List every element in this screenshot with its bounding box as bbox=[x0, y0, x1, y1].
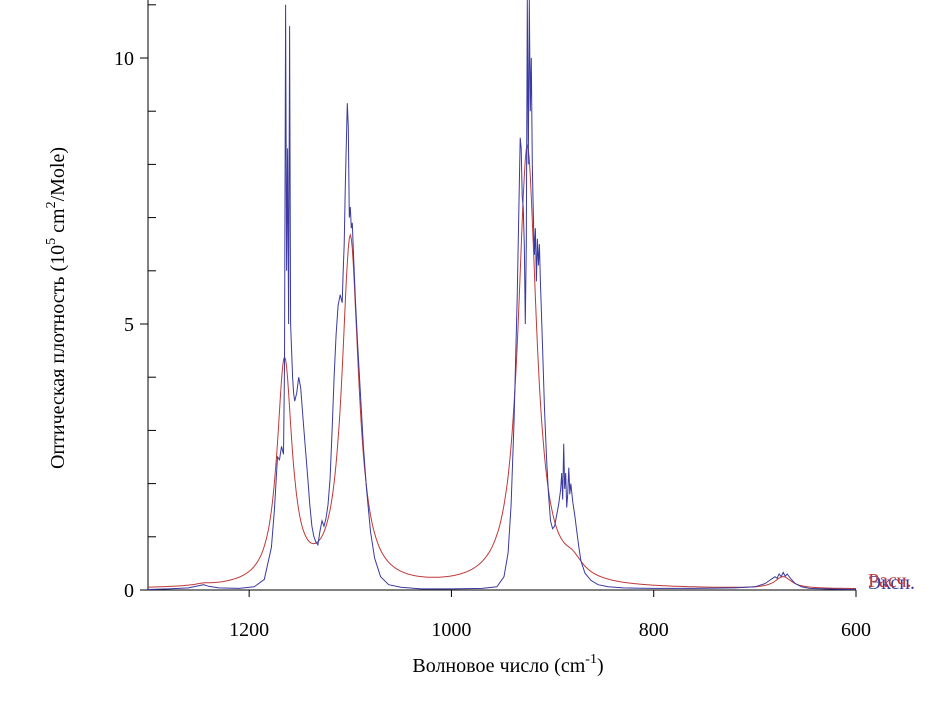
legend-label-exp: Эксп. bbox=[868, 572, 915, 594]
series-line-exp bbox=[147, 0, 857, 590]
y-tick-label: 10 bbox=[114, 48, 134, 70]
legend: Эксп.Расч. bbox=[868, 570, 915, 594]
y-tick-label: 5 bbox=[124, 314, 134, 336]
x-axis-title: Волновое число (cm-1) bbox=[412, 652, 603, 677]
x-tick-label: 1200 bbox=[229, 619, 269, 641]
y-axis-title: Оптическая плотность (105 cm2/Mole) bbox=[44, 147, 69, 469]
series-line-calc bbox=[147, 143, 856, 589]
x-tick-label: 1000 bbox=[431, 619, 471, 641]
axes bbox=[147, 0, 856, 591]
x-tick-label: 800 bbox=[639, 619, 669, 641]
y-tick-label: 0 bbox=[124, 580, 134, 602]
legend-label-calc: Расч. bbox=[868, 570, 912, 592]
x-tick-label: 600 bbox=[841, 619, 871, 641]
